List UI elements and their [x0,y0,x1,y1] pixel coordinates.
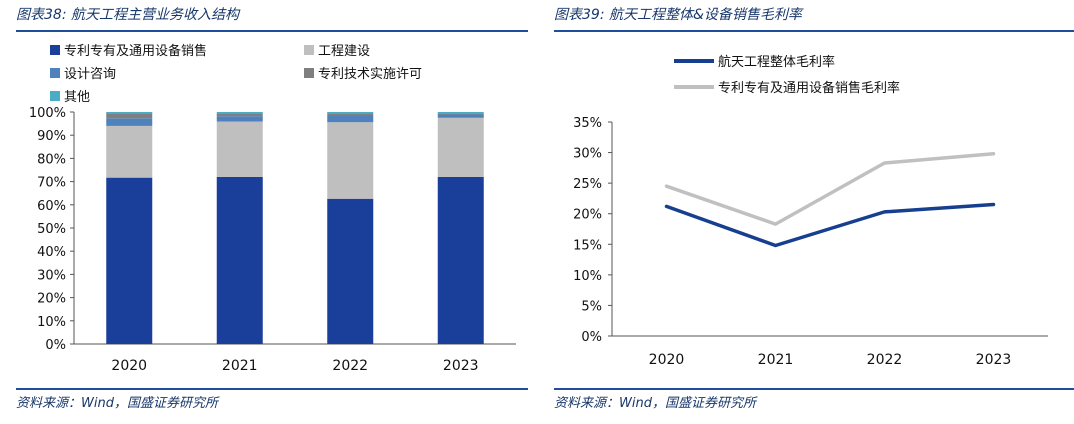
y-tick-label: 40% [37,245,66,260]
bar-segment [106,118,153,126]
bar-segment [106,112,153,114]
bar-segment [327,122,374,199]
x-tick-label: 2021 [222,358,258,374]
y-tick-label: 20% [573,208,602,223]
bar-segment [437,176,484,344]
y-tick-label: 10% [573,269,602,284]
right-source-note: 资料来源：Wind，国盛证券研究所 [554,396,756,411]
bar-segment [106,113,153,119]
y-tick-label: 60% [37,199,66,214]
x-tick-label: 2022 [332,358,368,374]
bar-segment [216,112,263,114]
y-tick-label: 0% [581,330,602,345]
y-tick-label: 25% [573,177,602,192]
legend-label: 工程建设 [318,44,370,59]
legend-label: 专利技术实施许可 [318,67,422,82]
x-tick-label: 2023 [443,358,479,374]
bar-segment [216,116,263,122]
legend-swatch [304,45,314,55]
y-tick-label: 35% [573,116,602,131]
y-tick-label: 70% [37,176,66,191]
bar-segment [216,121,263,177]
x-tick-label: 2020 [649,352,685,368]
x-tick-label: 2020 [111,358,147,374]
x-tick-label: 2021 [758,352,794,368]
legend-label: 专利专有及通用设备销售 [64,43,207,59]
legend-swatch [50,68,60,78]
left-source-note: 资料来源：Wind，国盛证券研究所 [16,396,218,411]
bar-segment [437,117,484,177]
legend-label: 其他 [64,90,90,105]
x-tick-label: 2022 [867,352,903,368]
bar-segment [216,113,263,117]
y-tick-label: 90% [37,129,66,144]
series-line [664,152,996,226]
y-tick-label: 0% [45,338,66,353]
left-source-rule [16,388,528,390]
series-line [664,202,996,248]
y-tick-label: 50% [37,222,66,237]
y-tick-label: 15% [573,238,602,253]
right-figure-panel: 图表39: 航天工程整体&设备销售毛利率 航天工程整体毛利率专利专有及通用设备销… [546,0,1074,424]
y-tick-label: 100% [29,106,66,121]
y-tick-label: 30% [573,147,602,162]
legend-swatch [50,45,60,55]
y-tick-label: 10% [37,315,66,330]
legend-label: 航天工程整体毛利率 [718,54,835,70]
bar-segment [327,112,374,114]
bar-segment [437,114,484,118]
left-figure-title: 图表38: 航天工程主营业务收入结构 [16,7,239,23]
right-figure-title: 图表39: 航天工程整体&设备销售毛利率 [554,7,802,23]
legend-swatch [304,68,314,78]
legend-label: 专利专有及通用设备销售毛利率 [718,80,900,96]
left-figure-panel: 图表38: 航天工程主营业务收入结构 专利专有及通用设备销售 设计咨询其他 工程建设… [0,0,528,424]
right-title-rule [554,30,1074,32]
right-source-rule [554,388,1074,390]
bar-segment [106,177,153,344]
bar-segment [327,198,374,344]
bar-segment [216,176,263,344]
bar-segment [437,113,484,115]
bar-segment [327,113,374,116]
y-tick-label: 30% [37,268,66,283]
bar-segment [106,125,153,178]
y-tick-label: 20% [37,292,66,307]
legend-label: 设计咨询 [64,67,116,82]
bar-segment [437,112,484,114]
left-title-rule [16,30,528,32]
x-tick-label: 2023 [976,352,1012,368]
bar-segment [327,115,374,123]
y-tick-label: 5% [581,299,602,314]
legend-swatch [50,91,60,101]
y-tick-label: 80% [37,152,66,167]
